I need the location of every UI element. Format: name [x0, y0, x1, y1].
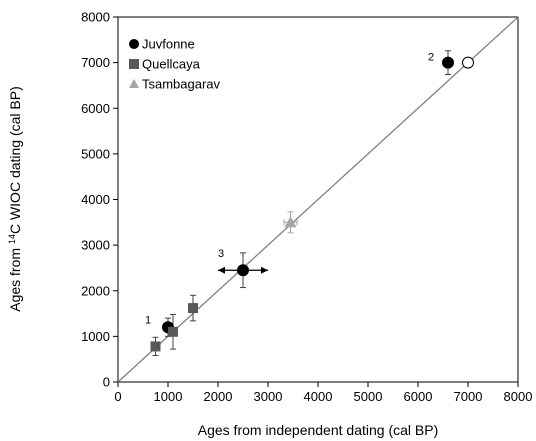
y-tick-label: 7000: [81, 55, 110, 70]
y-tick-label: 3000: [81, 238, 110, 253]
legend-marker-square: [129, 59, 139, 69]
legend-label: Tsambagarav: [142, 77, 221, 92]
legend-marker-circle: [129, 39, 139, 49]
y-axis-title: Ages from 14C WIOC dating (cal BP): [7, 86, 23, 312]
x-tick-label: 1000: [154, 389, 183, 404]
data-points: [150, 56, 474, 352]
triangle-point: [284, 216, 297, 228]
x-tick-label: 4000: [304, 389, 333, 404]
square-point: [150, 341, 161, 352]
legend-marker-triangle: [129, 79, 139, 88]
square-point: [168, 326, 178, 337]
x-axis-title: Ages from independent dating (cal BP): [198, 422, 438, 438]
point-label: 3: [218, 248, 224, 260]
legend-label: Quellcaya: [142, 57, 201, 72]
y-tick-label: 5000: [81, 146, 110, 161]
x-tick-label: 8000: [504, 389, 533, 404]
y-tick-label: 1000: [81, 329, 110, 344]
x-tick-label: 7000: [454, 389, 483, 404]
point-labels: 1 3 2: [145, 52, 434, 327]
y-axis-title-superscript: 14: [7, 234, 17, 244]
point-label: 1: [145, 314, 151, 326]
legend-label: Juvfonne: [142, 37, 195, 52]
x-tick-label: 2000: [204, 389, 233, 404]
x-error-arrowhead: [218, 266, 225, 274]
x-axis: 0 1000 2000 3000 4000 5000 6000 7000 8000: [114, 382, 532, 404]
y-axis: 0 1000 2000 3000 4000 5000 6000 7000 8000: [81, 10, 118, 390]
circle-point: [237, 264, 249, 277]
x-tick-label: 3000: [254, 389, 283, 404]
y-tick-label: 2000: [81, 283, 110, 298]
x-tick-label: 6000: [404, 389, 433, 404]
x-tick-label: 5000: [354, 389, 383, 404]
x-tick-label: 0: [114, 389, 121, 404]
open-circle-point: [462, 56, 474, 69]
square-point: [188, 303, 198, 314]
reference-line-group: [117, 16, 519, 383]
circle-point: [442, 56, 454, 69]
x-error-arrowhead: [261, 266, 268, 274]
legend: Juvfonne Quellcaya Tsambagarav: [129, 37, 221, 92]
y-tick-label: 4000: [81, 192, 110, 207]
point-label: 2: [428, 52, 434, 64]
y-tick-label: 6000: [81, 101, 110, 116]
reference-line: [117, 16, 519, 383]
y-tick-label: 0: [103, 375, 110, 390]
y-tick-label: 8000: [81, 10, 110, 25]
